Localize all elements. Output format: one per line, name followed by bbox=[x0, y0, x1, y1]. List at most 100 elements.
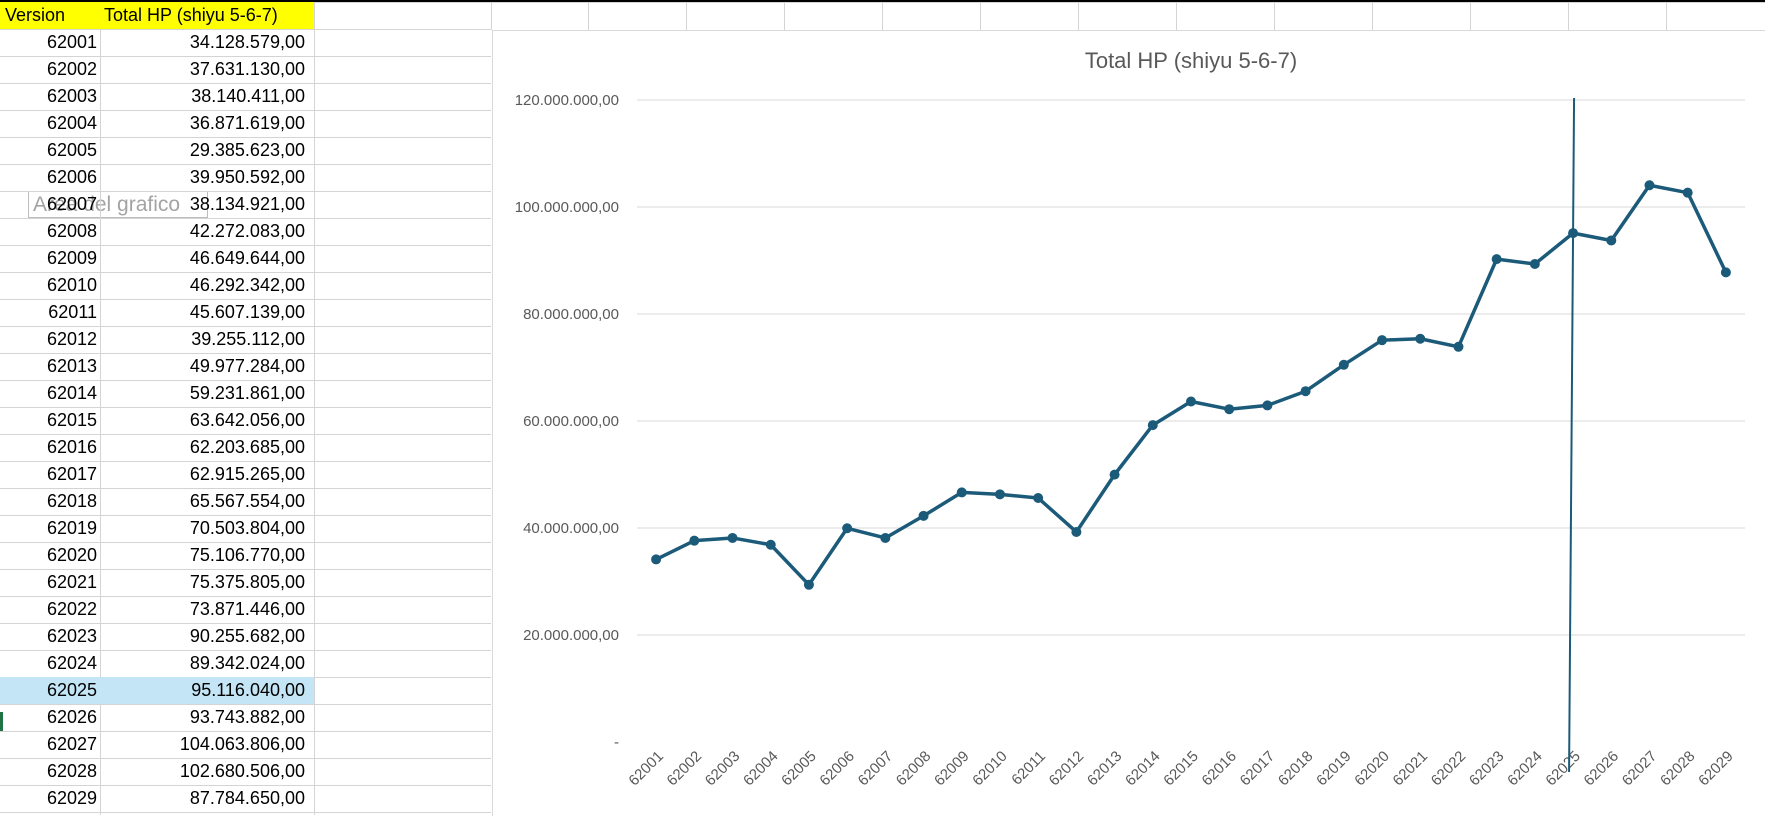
header-cell-version[interactable]: Version bbox=[0, 2, 100, 29]
data-point[interactable] bbox=[1644, 180, 1655, 191]
data-point[interactable] bbox=[689, 535, 700, 546]
row-gridline bbox=[0, 272, 491, 273]
total-hp-cell[interactable]: 34.128.579,00 bbox=[189, 32, 305, 52]
total-hp-cell[interactable]: 104.063.806,00 bbox=[179, 734, 305, 754]
data-point[interactable] bbox=[1033, 493, 1044, 504]
data-point[interactable] bbox=[1453, 341, 1464, 352]
version-cell[interactable]: 62004 bbox=[46, 113, 97, 133]
data-point[interactable] bbox=[1338, 359, 1349, 370]
version-cell[interactable]: 62017 bbox=[46, 464, 97, 484]
total-hp-cell[interactable]: 70.503.804,00 bbox=[189, 518, 305, 538]
total-hp-cell[interactable]: 75.106.770,00 bbox=[189, 545, 305, 565]
column-gridline bbox=[980, 2, 981, 30]
total-hp-cell[interactable]: 38.134.921,00 bbox=[189, 194, 305, 214]
total-hp-cell[interactable]: 46.649.644,00 bbox=[189, 248, 305, 268]
data-point[interactable] bbox=[1377, 335, 1388, 346]
total-hp-cell[interactable]: 87.784.650,00 bbox=[189, 788, 305, 808]
data-point[interactable] bbox=[1147, 420, 1158, 431]
data-point[interactable] bbox=[1109, 469, 1120, 480]
data-point[interactable] bbox=[1529, 259, 1540, 270]
data-point[interactable] bbox=[651, 554, 662, 565]
total-hp-cell[interactable]: 59.231.861,00 bbox=[189, 383, 305, 403]
data-point[interactable] bbox=[1071, 526, 1082, 537]
total-hp-cell[interactable]: 42.272.083,00 bbox=[189, 221, 305, 241]
total-hp-cell[interactable]: 38.140.411,00 bbox=[191, 86, 305, 106]
version-cell[interactable]: 62020 bbox=[46, 545, 97, 565]
version-cell[interactable]: 62011 bbox=[48, 302, 97, 322]
version-cell[interactable]: 62026 bbox=[46, 707, 97, 727]
total-hp-cell[interactable]: 39.255.112,00 bbox=[191, 329, 305, 349]
header-cell-total-hp[interactable]: Total HP (shiyu 5-6-7) bbox=[100, 2, 314, 29]
total-hp-cell[interactable]: 37.631.130,00 bbox=[189, 59, 305, 79]
version-cell[interactable]: 62016 bbox=[46, 437, 97, 457]
version-cell[interactable]: 62015 bbox=[46, 410, 97, 430]
x-tick-label: 62009 bbox=[931, 748, 973, 790]
version-cell[interactable]: 62023 bbox=[46, 626, 97, 646]
version-cell[interactable]: 62022 bbox=[46, 599, 97, 619]
total-hp-cell[interactable]: 45.607.139,00 bbox=[189, 302, 305, 322]
version-cell[interactable]: 62001 bbox=[46, 32, 97, 52]
data-point[interactable] bbox=[1224, 404, 1235, 415]
x-tick-label: 62007 bbox=[855, 748, 897, 790]
version-cell[interactable]: 62003 bbox=[46, 86, 97, 106]
total-hp-cell[interactable]: 49.977.284,00 bbox=[189, 356, 305, 376]
version-cell[interactable]: 62007 bbox=[46, 194, 97, 214]
chart-area[interactable]: Total HP (shiyu 5-6-7) - 20.000.000,00 40.0… bbox=[492, 30, 1765, 816]
total-hp-cell[interactable]: 73.871.446,00 bbox=[189, 599, 305, 619]
total-hp-cell[interactable]: 65.567.554,00 bbox=[189, 491, 305, 511]
column-gridline bbox=[491, 2, 492, 30]
version-cell[interactable]: 62006 bbox=[46, 167, 97, 187]
row-gridline bbox=[0, 434, 491, 435]
data-point[interactable] bbox=[842, 523, 853, 534]
version-cell[interactable]: 62028 bbox=[46, 761, 97, 781]
total-hp-cell[interactable]: 90.255.682,00 bbox=[189, 626, 305, 646]
series-line[interactable] bbox=[655, 183, 1728, 587]
version-cell[interactable]: 62025 bbox=[0, 677, 100, 704]
total-hp-cell[interactable]: 63.642.056,00 bbox=[189, 410, 305, 430]
column-gridline bbox=[1176, 2, 1177, 30]
x-tick-label: 62027 bbox=[1619, 748, 1661, 790]
version-cell[interactable]: 62012 bbox=[46, 329, 97, 349]
data-point[interactable] bbox=[880, 532, 891, 543]
data-point[interactable] bbox=[956, 487, 967, 498]
total-hp-cell[interactable]: 36.871.619,00 bbox=[189, 113, 305, 133]
data-point[interactable] bbox=[1491, 254, 1502, 265]
version-cell[interactable]: 62014 bbox=[46, 383, 97, 403]
version-cell[interactable]: 62018 bbox=[46, 491, 97, 511]
data-point[interactable] bbox=[1682, 187, 1693, 198]
total-hp-cell[interactable]: 102.680.506,00 bbox=[179, 761, 305, 781]
data-point[interactable] bbox=[994, 489, 1005, 500]
version-cell[interactable]: 62009 bbox=[46, 248, 97, 268]
total-hp-cell[interactable]: 89.342.024,00 bbox=[189, 653, 305, 673]
total-hp-cell[interactable]: 62.915.265,00 bbox=[189, 464, 305, 484]
version-cell[interactable]: 62008 bbox=[46, 221, 97, 241]
version-cell[interactable]: 62024 bbox=[46, 653, 97, 673]
version-cell[interactable]: 62029 bbox=[46, 788, 97, 808]
version-cell[interactable]: 62013 bbox=[46, 356, 97, 376]
data-point[interactable] bbox=[1720, 267, 1731, 278]
total-hp-cell[interactable]: 39.950.592,00 bbox=[189, 167, 305, 187]
version-cell[interactable]: 62027 bbox=[46, 734, 97, 754]
total-hp-cell[interactable]: 62.203.685,00 bbox=[189, 437, 305, 457]
data-point[interactable] bbox=[1186, 396, 1196, 407]
total-hp-cell[interactable]: 29.385.623,00 bbox=[189, 140, 305, 160]
vertical-marker-line[interactable] bbox=[1568, 97, 1576, 773]
data-point[interactable] bbox=[1415, 333, 1426, 344]
total-hp-cell[interactable]: 75.375.805,00 bbox=[189, 572, 305, 592]
data-point[interactable] bbox=[727, 532, 738, 543]
data-point[interactable] bbox=[803, 579, 814, 590]
version-cell[interactable]: 62002 bbox=[46, 59, 97, 79]
total-hp-cell[interactable]: 95.116.040,00 bbox=[100, 677, 314, 704]
version-cell[interactable]: 62019 bbox=[46, 518, 97, 538]
data-point[interactable] bbox=[1262, 400, 1273, 411]
data-point[interactable] bbox=[765, 539, 776, 550]
line-chart[interactable]: Total HP (shiyu 5-6-7) - 20.000.000,00 40.0… bbox=[493, 31, 1765, 816]
total-hp-cell[interactable]: 93.743.882,00 bbox=[189, 707, 305, 727]
version-cell[interactable]: 62010 bbox=[46, 275, 97, 295]
version-cell[interactable]: 62005 bbox=[46, 140, 97, 160]
data-point[interactable] bbox=[1606, 235, 1617, 246]
version-cell[interactable]: 62021 bbox=[46, 572, 97, 592]
total-hp-cell[interactable]: 46.292.342,00 bbox=[189, 275, 305, 295]
data-point[interactable] bbox=[918, 510, 929, 521]
data-point[interactable] bbox=[1300, 386, 1311, 397]
